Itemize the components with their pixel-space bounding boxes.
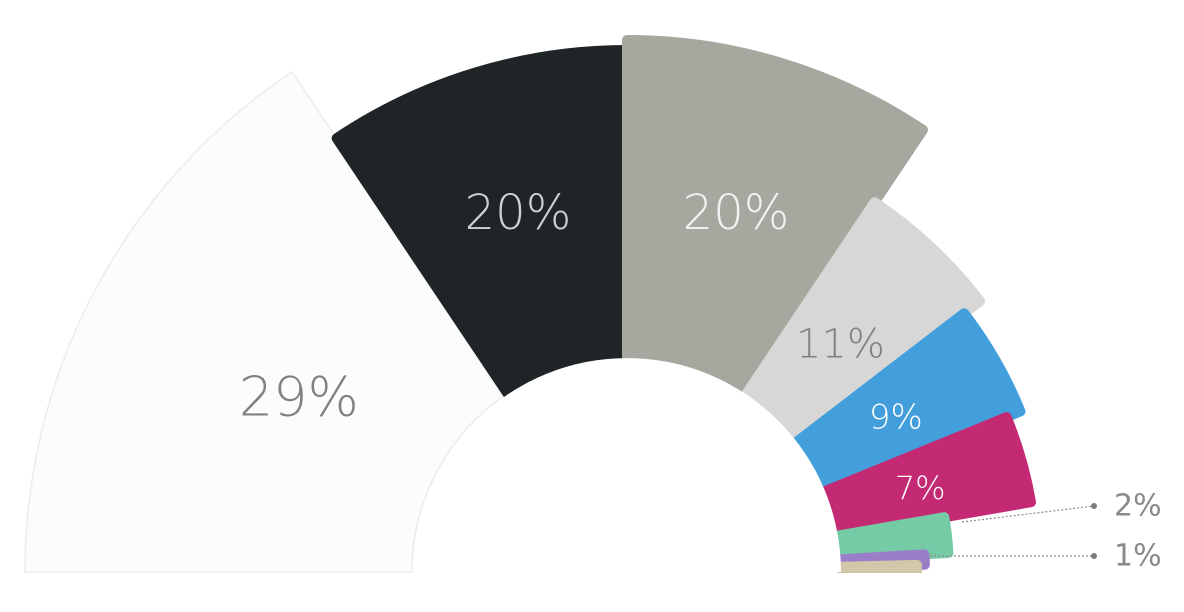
slice-9: [836, 559, 922, 577]
callout-label-8: 1%: [1114, 539, 1162, 574]
slice-3: [622, 35, 928, 399]
slice-label-6: 7%: [895, 469, 946, 507]
slice-label-2: 20%: [465, 185, 572, 241]
slice-6: [821, 412, 1037, 541]
callout-dot-7: [1091, 503, 1097, 509]
slice-2: [331, 45, 632, 399]
slice-4: [741, 197, 986, 447]
callout-label-7: 2%: [1114, 489, 1162, 524]
slice-1: [24, 70, 509, 573]
callout-dot-8: [1091, 553, 1097, 559]
slice-label-4: 11%: [796, 321, 885, 367]
slice-label-1: 29%: [239, 365, 359, 428]
center-hole: [413, 358, 841, 572]
slice-label-3: 20%: [683, 185, 790, 241]
baseline-mask: [0, 573, 1184, 612]
slice-label-5: 9%: [869, 398, 923, 438]
slice-5: [792, 308, 1026, 496]
